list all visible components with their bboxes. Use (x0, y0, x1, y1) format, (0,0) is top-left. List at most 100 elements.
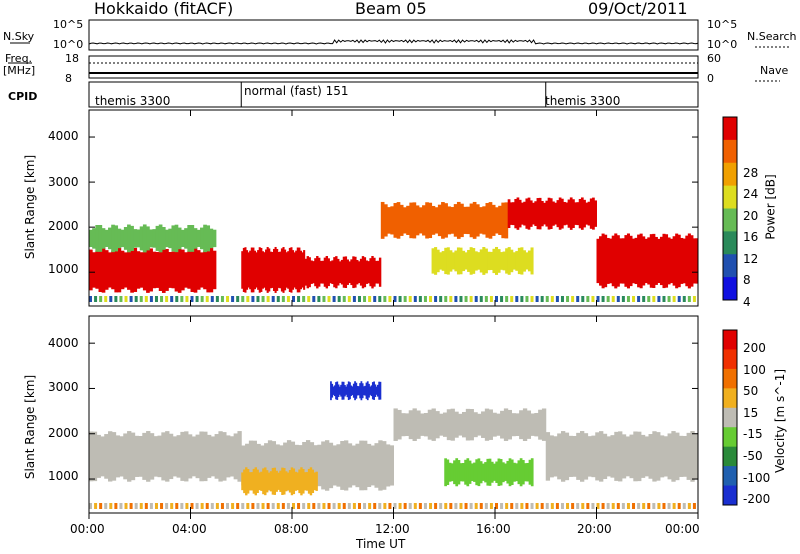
power-cell (576, 202, 580, 226)
power-cell (149, 296, 153, 302)
freq-panel-frame (88, 55, 699, 79)
velocity-colorbar-cell (723, 485, 737, 506)
power-cell (672, 236, 676, 286)
power-cell (284, 249, 287, 291)
power-cell (274, 246, 277, 293)
power-cell (454, 296, 458, 302)
velocity-cell (511, 413, 516, 437)
power-cell (120, 250, 125, 290)
velocity-cell (200, 503, 204, 509)
velocity-cell (450, 408, 455, 441)
power-cell (136, 229, 141, 248)
noise-left-tick-top: 10^5 (53, 18, 84, 31)
velocity-cell (161, 432, 166, 481)
power-cell (418, 296, 422, 302)
power-cell (647, 237, 651, 285)
power-cell (692, 238, 696, 284)
velocity-cell (327, 503, 331, 509)
power-cell (529, 200, 533, 227)
power-cell (560, 296, 564, 302)
velocity-cell (377, 384, 379, 397)
power-cell (574, 202, 578, 225)
velocity-cell (517, 460, 521, 485)
power-cell (139, 296, 143, 302)
power-cell (130, 247, 134, 293)
power-cell (177, 247, 182, 293)
power-cell (532, 202, 535, 225)
power-cell (527, 197, 531, 230)
power-cell (319, 260, 323, 284)
noise-right-label: N.Search (747, 30, 797, 43)
power-cell (251, 296, 255, 302)
velocity-cell (286, 472, 290, 490)
power-cell (104, 250, 109, 290)
velocity-cell (243, 469, 246, 494)
power-cell (682, 296, 686, 302)
power-cell (129, 296, 133, 302)
power-cell (123, 252, 128, 288)
velocity-cell (134, 435, 139, 477)
cpid-segment: themis 3300 (95, 94, 171, 108)
power-cell (104, 296, 108, 302)
velocity-cell (535, 503, 539, 509)
power-cell (474, 251, 478, 271)
power-cell (387, 207, 391, 234)
velocity-cell (446, 409, 452, 441)
power-cell (545, 296, 549, 302)
power-cell (196, 229, 201, 247)
power-cell (509, 202, 513, 225)
velocity-cell (580, 431, 585, 482)
velocity-cell (355, 382, 358, 399)
power-cell (495, 246, 499, 275)
power-cell (474, 296, 478, 302)
power-cell (111, 224, 115, 253)
velocity-cell (621, 434, 627, 479)
velocity-cell (337, 503, 341, 509)
velocity-cell (233, 433, 238, 480)
power-cell (165, 296, 169, 302)
velocity-cell (351, 445, 356, 486)
power-cell (205, 296, 209, 302)
velocity-cell (541, 408, 547, 441)
velocity-cell (528, 459, 532, 485)
velocity-cell (100, 436, 105, 477)
cpid-segment: normal (fast) 151 (244, 84, 349, 98)
power-cell (109, 296, 113, 302)
power-cell (540, 296, 544, 302)
velocity-cell (338, 386, 341, 395)
power-cell (152, 251, 157, 289)
velocity-cell (210, 436, 216, 477)
velocity-cell (586, 503, 590, 509)
power-cell (596, 296, 600, 302)
velocity-cell (139, 503, 143, 509)
power-cell (444, 203, 448, 238)
velocity-cell (260, 471, 263, 491)
velocity-cell (557, 433, 562, 480)
velocity-cell (656, 432, 661, 481)
velocity-cell (305, 472, 309, 491)
power-cell (165, 248, 169, 291)
velocity-cell (484, 503, 488, 509)
velocity-cell (96, 434, 101, 478)
power-cell (446, 247, 450, 275)
power-cell (647, 296, 651, 302)
velocity-cell (315, 471, 318, 491)
velocity-cell (290, 441, 296, 490)
velocity-cell (423, 412, 429, 437)
velocity-cell (302, 469, 305, 494)
power-cell (249, 250, 252, 290)
velocity-cell (337, 384, 340, 397)
power-cell (180, 296, 184, 302)
power-cell (520, 296, 524, 302)
power-cell (255, 252, 258, 288)
power-cell (581, 296, 585, 302)
power-cell (180, 249, 185, 291)
velocity-cell (149, 503, 153, 509)
power-cell (677, 234, 681, 288)
power-cell (161, 246, 166, 293)
velocity-cell (374, 443, 379, 488)
velocity-cell (180, 503, 184, 509)
velocity-cell (273, 467, 277, 495)
power-cell (545, 200, 549, 227)
velocity-cell (423, 503, 427, 509)
